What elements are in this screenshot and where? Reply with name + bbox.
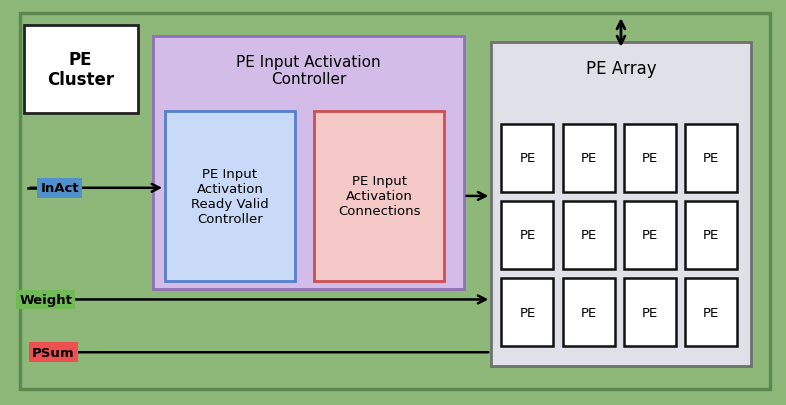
Text: PE Input
Activation
Connections: PE Input Activation Connections	[338, 175, 421, 218]
Bar	[314, 111, 444, 281]
Text: PE
Cluster: PE Cluster	[47, 51, 114, 89]
Text: PE: PE	[642, 306, 658, 319]
Text: PSum: PSum	[32, 346, 75, 359]
Text: PE Array: PE Array	[586, 60, 656, 78]
Text: PE: PE	[581, 152, 597, 165]
Text: PE: PE	[703, 152, 719, 165]
Bar	[624, 278, 676, 346]
Text: PE: PE	[520, 229, 535, 242]
Bar	[501, 201, 553, 269]
Bar	[624, 201, 676, 269]
Text: PE: PE	[581, 306, 597, 319]
Bar	[165, 111, 295, 281]
Bar	[685, 124, 737, 192]
Text: PE Input
Activation
Ready Valid
Controller: PE Input Activation Ready Valid Controll…	[191, 168, 269, 225]
Bar	[491, 43, 751, 367]
Text: PE: PE	[703, 229, 719, 242]
Text: PE: PE	[581, 229, 597, 242]
Text: PE: PE	[520, 306, 535, 319]
Text: PE: PE	[520, 152, 535, 165]
Text: PE: PE	[642, 229, 658, 242]
Bar	[624, 124, 676, 192]
Bar	[501, 124, 553, 192]
Text: Weight: Weight	[19, 293, 72, 306]
Text: InAct: InAct	[40, 182, 79, 195]
Text: PE: PE	[703, 306, 719, 319]
Bar	[501, 278, 553, 346]
Bar	[153, 36, 464, 290]
Text: PE Input Activation
Controller: PE Input Activation Controller	[236, 55, 381, 87]
Text: PE: PE	[642, 152, 658, 165]
Bar	[563, 124, 615, 192]
Bar	[685, 201, 737, 269]
Bar	[24, 26, 138, 113]
Bar	[685, 278, 737, 346]
Bar	[563, 201, 615, 269]
Bar	[563, 278, 615, 346]
